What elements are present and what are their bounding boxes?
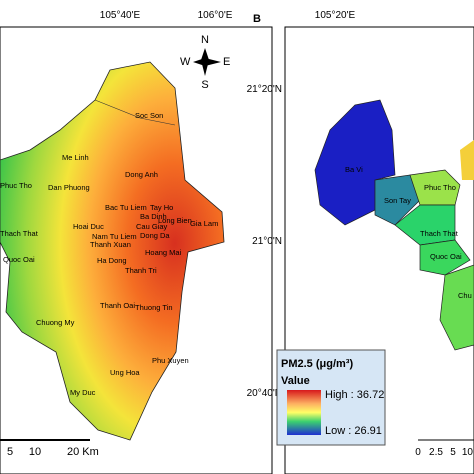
chuong-my (439, 264, 474, 351)
district-label: Dong Da (140, 231, 170, 240)
lon-label: 105°20'E (315, 10, 356, 21)
district-label: Ba Vi (345, 165, 363, 174)
compass-n: N (201, 34, 209, 46)
lon-label: 105°40'E (100, 10, 141, 21)
scale-label: 10 (462, 447, 474, 458)
legend-title: PM2.5 (μg/m³) (281, 358, 353, 370)
legend-subtitle: Value (281, 375, 310, 387)
scale-b: 0 2.5 5 10 (415, 439, 474, 458)
lat-label: 20°40'N (247, 388, 282, 399)
quoc-oai (419, 239, 471, 276)
district-label: Chu (458, 291, 472, 300)
scale-label: 10 (29, 446, 41, 458)
scale-a: 5 10 20 Km (0, 439, 99, 458)
legend-low: Low : 26.91 (325, 425, 382, 437)
legend: PM2.5 (μg/m³) Value High : 36.72 Low : 2… (276, 349, 386, 446)
district-label: Me Linh (62, 153, 89, 162)
district-label: Thanh Tri (125, 266, 157, 275)
compass-w: W (180, 56, 191, 68)
district-label: Ung Hoa (110, 368, 140, 377)
district-label: Hoang Mai (145, 248, 182, 257)
district-label: Ba Dinh (140, 212, 167, 221)
legend-high: High : 36.72 (325, 389, 384, 401)
scale-label: 5 (7, 446, 13, 458)
district-labels: Soc Son Me Linh Dong Anh Phuc Tho Dan Ph… (0, 111, 218, 397)
district-label: Phuc Tho (424, 183, 456, 192)
district-label: Thuong Tin (135, 303, 173, 312)
lat-label: 21°0'N (252, 236, 282, 247)
district-label: Thach That (0, 229, 39, 238)
compass-e: E (223, 56, 230, 68)
district-label: Dong Anh (125, 170, 158, 179)
district-label: Son Tay (384, 196, 411, 205)
district-label: Cau Giay (136, 222, 168, 231)
district-label: Quoc Oai (3, 255, 35, 264)
thach-that (394, 204, 456, 246)
compass-s: S (201, 79, 208, 91)
district-label: Thanh Oai (100, 301, 135, 310)
lon-label: 106°0'E (198, 10, 233, 21)
district-borders (94, 99, 176, 126)
scale-label: 20 Km (67, 446, 99, 458)
district-label: Gia Lam (190, 219, 218, 228)
phuc-tho (409, 169, 461, 206)
district-label: Phu Xuyen (152, 356, 189, 365)
district-label: Ha Dong (97, 256, 127, 265)
district-label: My Duc (70, 388, 96, 397)
lat-label: 21°20'N (247, 84, 282, 95)
district-label: Thach That (420, 229, 459, 238)
scale-label: 2.5 (429, 447, 443, 458)
district-label: Quoc Oai (430, 252, 462, 261)
district-label: Dan Phuong (48, 183, 90, 192)
son-tay (374, 174, 421, 226)
pm-map (0, 61, 225, 441)
district-label: Long Bien (158, 216, 192, 225)
district-label: Bac Tu Liem (105, 203, 147, 212)
district-label: Hoai Duc (73, 222, 104, 231)
compass: N S E W (180, 34, 230, 91)
district-label: Nam Tu Liem (92, 232, 137, 241)
district-label: Chuong My (36, 318, 75, 327)
panel-label: B (253, 13, 261, 25)
scale-label: 5 (450, 447, 456, 458)
district-label: Soc Son (135, 111, 163, 120)
legend-ramp (287, 390, 321, 435)
district-label: Tay Ho (150, 203, 173, 212)
district-label: Thanh Xuan (90, 240, 131, 249)
east-edge (460, 140, 474, 180)
scale-label: 0 (415, 447, 421, 458)
district-label: Phuc Tho (0, 181, 32, 190)
